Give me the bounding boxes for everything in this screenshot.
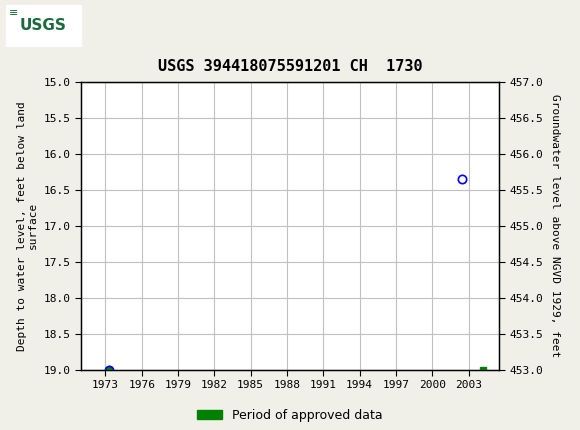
FancyBboxPatch shape (6, 5, 81, 46)
Text: ≡: ≡ (9, 8, 18, 18)
Text: USGS: USGS (20, 18, 67, 33)
Legend: Period of approved data: Period of approved data (192, 404, 388, 427)
Y-axis label: Depth to water level, feet below land
surface: Depth to water level, feet below land su… (17, 101, 38, 350)
Y-axis label: Groundwater level above NGVD 1929, feet: Groundwater level above NGVD 1929, feet (550, 94, 560, 357)
Text: USGS 394418075591201 CH  1730: USGS 394418075591201 CH 1730 (158, 59, 422, 74)
